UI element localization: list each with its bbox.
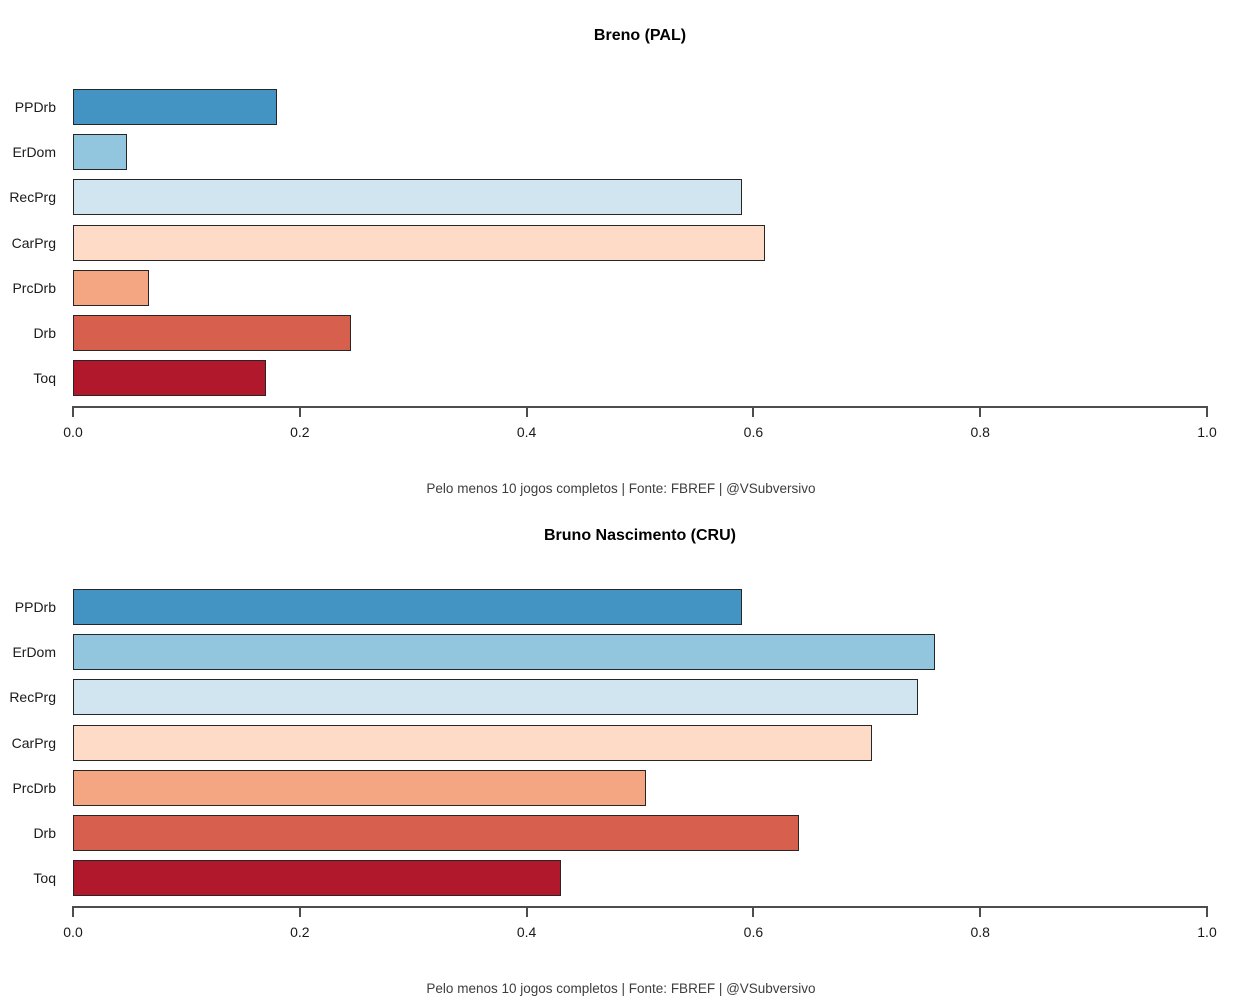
x-axis-tick-label: 0.8 xyxy=(970,424,990,440)
category-label: PrcDrb xyxy=(12,779,56,796)
category-label: PPDrb xyxy=(14,599,56,615)
bar xyxy=(73,814,799,851)
bar xyxy=(73,179,743,216)
category-label: Toq xyxy=(33,870,56,887)
x-axis-tick-label: 1.0 xyxy=(1197,924,1217,940)
x-axis-tick xyxy=(979,406,982,417)
category-label: Drb xyxy=(33,324,56,341)
x-axis-tick xyxy=(298,406,301,417)
bar xyxy=(73,314,351,351)
bar xyxy=(73,724,873,761)
x-axis-tick xyxy=(979,906,982,917)
x-axis-tick xyxy=(72,406,74,417)
bar xyxy=(73,679,918,716)
chart-bruno-nascimento: Bruno Nascimento (CRU) Pelo menos 10 jog… xyxy=(0,500,1242,1000)
x-axis-tick-label: 1.0 xyxy=(1197,424,1217,440)
chart-breno: Breno (PAL) Pelo menos 10 jogos completo… xyxy=(9,27,1217,496)
category-label: CarPrg xyxy=(11,734,56,751)
x-axis-tick-label: 0.2 xyxy=(290,424,310,440)
category-label: Drb xyxy=(33,824,56,841)
chart-title: Bruno Nascimento (CRU) xyxy=(543,527,736,544)
category-label: ErDom xyxy=(12,644,56,661)
bar xyxy=(73,134,128,171)
category-label: ErDom xyxy=(12,144,56,161)
caption: Pelo menos 10 jogos completos | Fonte: F… xyxy=(426,481,816,496)
x-axis-tick-label: 0.4 xyxy=(516,924,537,940)
category-label: PPDrb xyxy=(14,99,56,115)
category-label: Toq xyxy=(33,370,56,387)
x-axis-tick-label: 0.4 xyxy=(516,424,537,440)
x-axis-tick-label: 0.6 xyxy=(743,424,764,440)
x-axis-tick-label: 0.6 xyxy=(743,924,764,940)
x-axis-tick-label: 0.2 xyxy=(290,924,310,940)
x-axis-tick-label: 0.0 xyxy=(63,424,83,440)
x-axis-tick xyxy=(1206,406,1208,417)
bar xyxy=(73,224,765,261)
x-axis xyxy=(72,406,1208,408)
x-axis-tick xyxy=(72,906,74,917)
x-axis-tick xyxy=(525,406,528,417)
category-label: RecPrg xyxy=(9,189,56,206)
bar xyxy=(73,589,743,625)
chart-title: Breno (PAL) xyxy=(593,27,687,44)
x-axis-tick-label: 0.8 xyxy=(970,924,990,940)
caption: Pelo menos 10 jogos completos | Fonte: F… xyxy=(426,981,816,996)
x-axis-tick xyxy=(1206,906,1208,917)
x-axis xyxy=(72,906,1208,908)
x-axis-tick xyxy=(752,906,755,917)
x-axis-tick xyxy=(525,906,528,917)
bar xyxy=(73,360,266,397)
x-axis-tick-label: 0.0 xyxy=(63,924,83,940)
category-label: CarPrg xyxy=(11,234,56,251)
bar xyxy=(73,860,561,897)
bar xyxy=(73,769,646,806)
category-label: RecPrg xyxy=(9,689,56,706)
x-axis-tick xyxy=(752,406,755,417)
bar xyxy=(73,634,935,671)
x-axis-tick xyxy=(298,906,301,917)
category-label: PrcDrb xyxy=(12,279,56,296)
bar xyxy=(73,89,278,125)
bar xyxy=(73,269,149,306)
